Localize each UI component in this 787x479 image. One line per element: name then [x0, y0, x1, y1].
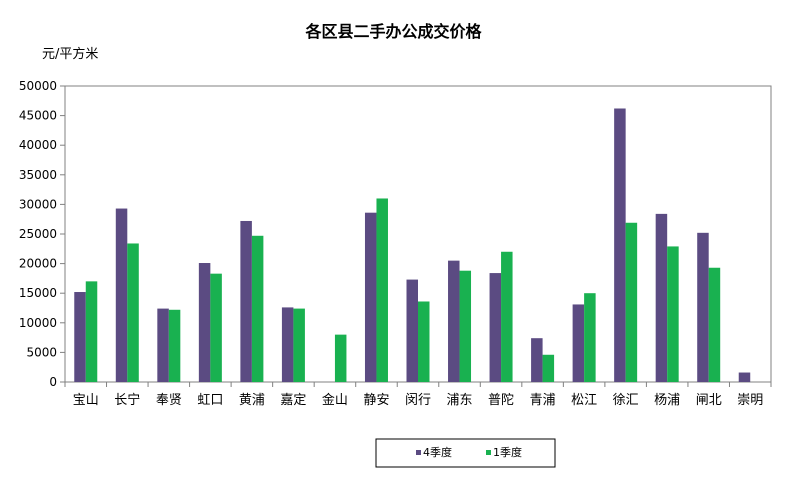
legend-label: 1季度 [493, 445, 522, 459]
x-tick-label: 黄浦 [239, 393, 265, 408]
y-axis-unit-label: 元/平方米 [42, 47, 99, 62]
bar-series-1 [281, 307, 294, 382]
legend-swatch [416, 450, 421, 455]
plot-area: 5000045000400003500030000250002000015000… [19, 79, 772, 408]
x-tick-label: 静安 [363, 393, 389, 408]
bar-series-2 [667, 246, 679, 382]
x-tick-label: 虹口 [197, 393, 223, 408]
y-tick-label: 40000 [19, 138, 57, 152]
y-tick-label: 45000 [19, 109, 57, 123]
y-tick-label: 30000 [19, 197, 57, 211]
x-tick-label: 普陀 [488, 392, 514, 408]
x-tick-label: 青浦 [530, 393, 556, 408]
bar-series-2 [501, 251, 513, 382]
bar-series-1 [198, 263, 211, 382]
x-tick-label: 松江 [571, 393, 597, 408]
x-tick-label: 浦东 [447, 393, 473, 408]
y-tick-label: 5000 [26, 345, 57, 359]
y-tick-label: 0 [49, 375, 57, 389]
bar-series-1 [697, 232, 709, 382]
chart-title: 各区县二手办公成交价格 [305, 22, 482, 41]
x-tick-label: 徐汇 [613, 393, 639, 408]
bar-series-2 [251, 235, 264, 382]
x-tick-label: 金山 [322, 392, 348, 408]
bar-series-2 [584, 293, 596, 382]
y-tick-label: 10000 [19, 316, 57, 330]
bar-series-2 [376, 198, 388, 382]
bar-series-1 [655, 213, 668, 382]
bar-series-2 [85, 281, 98, 382]
legend: 4季度 1季度 [375, 438, 556, 468]
bar-series-2 [127, 243, 139, 382]
y-tick-label: 15000 [19, 286, 57, 300]
bar-series-1 [531, 338, 543, 382]
legend-label: 4季度 [423, 445, 452, 459]
x-tick-label: 杨浦 [654, 393, 680, 408]
bar-series-1 [448, 260, 460, 382]
bar-series-1 [364, 212, 377, 382]
bar-series-1 [115, 208, 128, 382]
x-tick-label: 闵行 [405, 393, 431, 408]
y-tick-label: 25000 [19, 227, 57, 241]
x-tick-label: 奉贤 [156, 393, 182, 408]
bar-series-2 [210, 273, 222, 382]
bar-series-2 [418, 301, 430, 382]
legend-swatch [486, 450, 491, 455]
x-tick-label: 嘉定 [280, 393, 306, 408]
legend-box [375, 438, 556, 468]
bar-series-1 [157, 308, 169, 382]
bar-series-2 [625, 222, 638, 382]
bar-series-1 [489, 273, 502, 382]
bar-series-1 [406, 279, 418, 382]
bar-series-1 [738, 372, 751, 382]
x-tick-label: 宝山 [73, 393, 99, 408]
bar-series-2 [542, 354, 555, 382]
x-tick-label: 崇明 [737, 393, 763, 408]
bar-series-2 [168, 309, 181, 382]
bar-series-1 [74, 292, 86, 382]
bar-series-2 [459, 270, 472, 382]
bar-series-2 [708, 267, 721, 382]
bar-series-1 [614, 108, 626, 382]
y-tick-label: 20000 [19, 257, 57, 271]
bar-series-1 [240, 220, 252, 382]
y-tick-label: 50000 [19, 79, 57, 93]
bar-series-2 [293, 308, 305, 382]
bar-series-2 [334, 334, 347, 382]
bar-series-1 [572, 304, 585, 382]
x-tick-label: 闸北 [696, 393, 722, 408]
x-tick-label: 长宁 [114, 392, 140, 408]
y-tick-label: 35000 [19, 168, 57, 182]
